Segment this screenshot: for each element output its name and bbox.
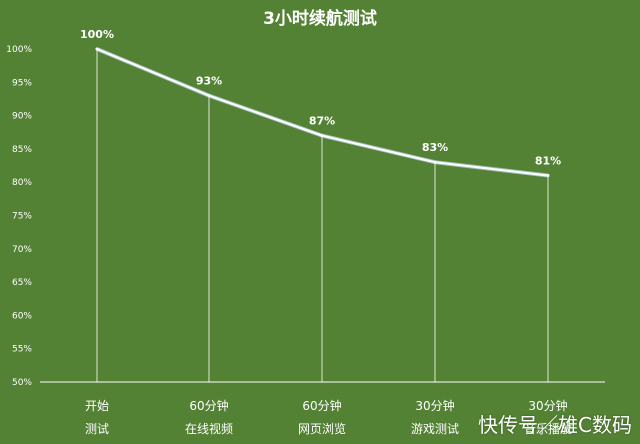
- data-label: 81%: [535, 155, 561, 168]
- data-point: [546, 174, 550, 178]
- watermark: 快传号／雄C数码: [478, 413, 632, 437]
- data-label: 87%: [309, 115, 335, 128]
- data-point: [95, 47, 99, 51]
- x-tick-label: 测试: [85, 421, 109, 436]
- y-tick-label: 70%: [12, 245, 32, 255]
- x-tick-label: 音乐播放: [524, 421, 572, 436]
- y-tick-label: 60%: [12, 311, 32, 321]
- y-tick-label: 65%: [12, 278, 32, 288]
- data-label: 83%: [422, 141, 448, 154]
- x-tick-label: 游戏测试: [411, 421, 459, 436]
- y-tick-label: 95%: [12, 78, 32, 88]
- x-tick-label: 60分钟: [302, 398, 341, 413]
- x-tick-label: 60分钟: [189, 398, 228, 413]
- x-tick-label: 网页浏览: [298, 421, 346, 436]
- y-tick-label: 90%: [12, 112, 32, 122]
- y-tick-label: 50%: [12, 378, 32, 388]
- chart-title: 3小时续航测试: [263, 8, 377, 29]
- data-point: [207, 94, 211, 98]
- y-tick-label: 100%: [6, 45, 32, 55]
- series-line-shadow: [96, 47, 549, 178]
- x-tick-label: 开始: [85, 399, 109, 413]
- y-tick-label: 80%: [12, 178, 32, 188]
- x-tick-label: 30分钟: [415, 398, 454, 413]
- x-tick-label: 30分钟: [528, 398, 567, 413]
- y-tick-label: 75%: [12, 212, 32, 222]
- y-tick-label: 85%: [12, 145, 32, 155]
- data-label: 100%: [80, 28, 114, 41]
- data-label: 93%: [196, 75, 222, 88]
- series-line: [96, 47, 549, 177]
- y-tick-label: 55%: [12, 345, 32, 355]
- data-point: [433, 160, 437, 164]
- data-point: [320, 134, 324, 138]
- x-tick-label: 在线视频: [185, 421, 233, 436]
